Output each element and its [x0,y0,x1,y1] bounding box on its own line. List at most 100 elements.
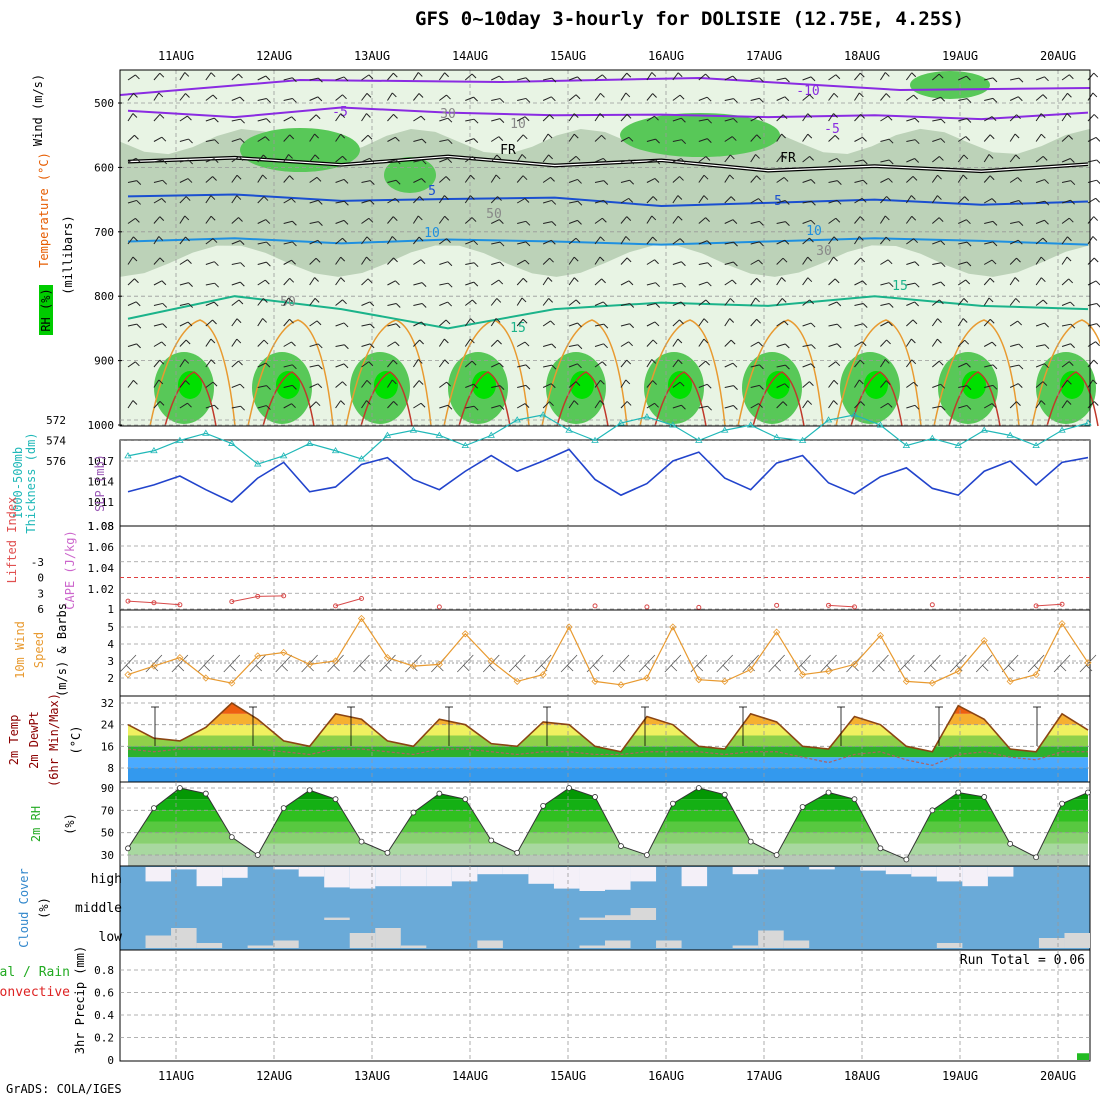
wind-barb [594,379,601,388]
temperature-contour-warm [948,371,1001,427]
wind-barb-flag [393,257,398,263]
rh-lowlevel-core [766,371,790,399]
wind-speed-point [461,630,469,638]
wind-barb-flag [394,341,400,347]
wind-barb [646,321,656,327]
rh-tick-label: 50 [101,827,114,840]
wind-barb-flag [214,261,219,267]
wind-barb [750,198,759,204]
wind-barb [750,116,759,122]
wind-barb [491,362,500,368]
wind-barb-flag [292,98,297,103]
wind-barb-flag [575,381,581,387]
wind-barb-flag [810,76,816,82]
axis-label-text: 3hr Precip (mm) [73,946,87,1054]
wind-barb [646,402,655,409]
wind-barb-flag [132,400,138,405]
wind-barb-flag [603,180,609,186]
wind-barb [153,257,161,265]
wind-barb [491,98,501,101]
wind-barb-flag [679,319,684,325]
wind-barb-flag [989,277,995,283]
lifted-index-line [231,595,284,603]
wind-barb [361,380,368,388]
wind-barb-flag [732,75,738,81]
wind-barb-flag [318,221,323,226]
wind-barb [257,241,267,245]
wind-barb [464,156,473,163]
wind-barb [594,134,602,142]
wind-barb-flag [263,339,269,345]
axis-label-text: (6hr Min/Max) [47,693,61,787]
wind-barb [958,261,968,265]
wind-barb-flag [369,343,375,349]
wind-barb [1036,344,1046,347]
wind-barb [205,381,214,388]
wind-barb [257,136,266,142]
wind-barb [179,339,187,347]
wind-barb [127,301,137,306]
wind-barb-flag [759,98,764,103]
wind-barb-flag [888,178,893,183]
wind-barb [283,97,293,101]
wind-barb-flag [965,279,971,285]
wind-barb-flag [447,404,453,410]
pressure-tick-label: 700 [94,226,114,239]
wind-barb-flag [1018,77,1024,83]
wind-barb [413,321,422,327]
panel-frame-thickness [119,439,1091,527]
surface-wind-barb [1027,654,1045,673]
wind-barb [984,220,994,224]
wind-barb [1009,177,1018,183]
wind-barb [984,97,994,101]
wind-barb-flag [991,403,997,408]
wind-barb [361,343,371,347]
wind-barb-flag [601,361,607,367]
wind-barb [1009,114,1017,122]
wind-barb [283,259,292,265]
wind-barb-flag [292,385,297,390]
wind-barb [957,136,967,142]
wind-barb-flag [810,219,816,225]
wind-barb [906,301,915,306]
thickness-point [279,452,288,459]
wind-barb [127,180,137,183]
temperature-contour-low [933,319,1020,427]
lifted-index-tick-label: 6 [37,603,44,616]
wind-barb [516,134,524,142]
wind-barb [1035,256,1042,265]
rh-point [981,794,988,800]
cloud-cover-bar [273,940,299,948]
cloud-cover-bar [426,867,452,887]
wind-barb [983,198,993,204]
wind-barb [672,215,679,224]
wind-barb [854,323,864,327]
wind-barb [620,302,630,306]
wind-barb-flag [132,113,138,118]
axis-label-text: Cloud Cover [17,868,31,947]
rh-point [332,796,339,803]
wind-barb-flag [862,137,867,142]
temperature-contour-low [835,319,922,427]
pressure-tick-label: 900 [94,355,114,368]
wind-barb [1087,323,1097,327]
wind-barb-flag [705,156,711,161]
wind-barb-flag [291,259,296,265]
axis-label-text: 2m RH [29,806,43,842]
cloud-cover-bar [375,928,401,948]
thickness-point [435,431,444,438]
wind-barb-flag [132,256,138,262]
wind-barb-flag [1018,221,1024,226]
cloud-cover-bar [324,917,350,920]
wind-barb-flag [524,116,530,122]
thickness-point [357,455,366,462]
wind-barb-flag [391,236,397,241]
wind-barb [517,364,527,368]
wind-barb [854,341,863,347]
thickness-point [202,429,210,436]
wind-barb [672,404,682,409]
precip-tick-label: 0.6 [94,987,114,1000]
wind-barb-flag [703,195,709,200]
wind-barb-flag [1017,320,1023,326]
wind-barb [828,361,837,368]
